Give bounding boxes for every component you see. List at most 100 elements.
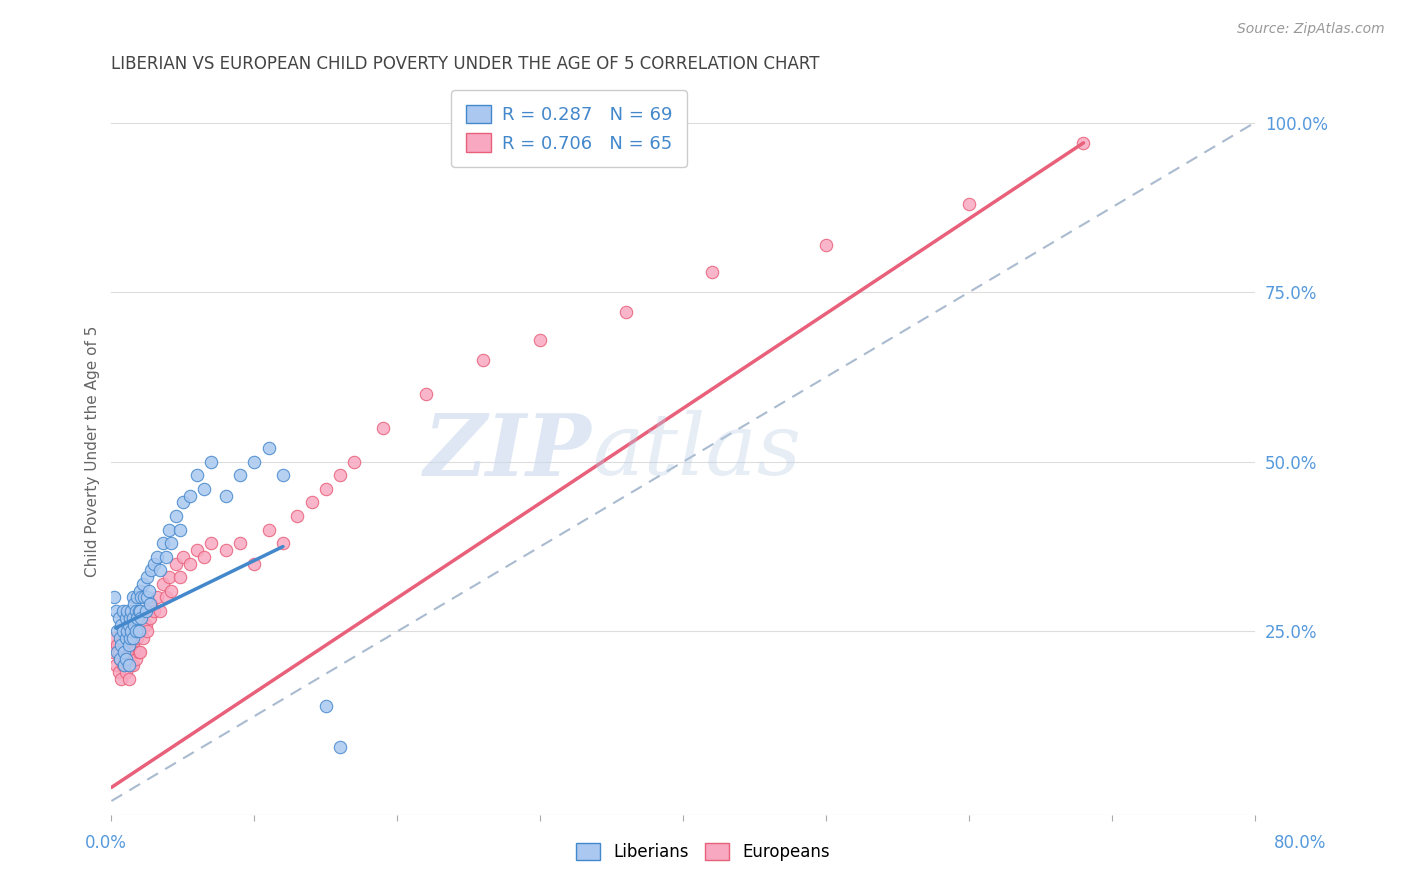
Point (165, 509, 187, 524)
Point (315, 482, 337, 496)
Point (149, 563, 172, 577)
Point (124, 597, 146, 611)
Point (121, 611, 143, 625)
Point (157, 570, 180, 584)
Point (112, 638, 135, 652)
Point (124, 617, 146, 632)
Point (315, 698, 337, 713)
Point (529, 333, 551, 347)
Point (129, 583, 152, 598)
Point (215, 489, 238, 503)
Point (124, 645, 146, 659)
Point (329, 468, 352, 483)
Point (134, 591, 156, 605)
Point (160, 536, 183, 550)
Point (132, 577, 155, 591)
Point (285, 509, 308, 524)
Y-axis label: Child Poverty Under the Age of 5: Child Poverty Under the Age of 5 (86, 326, 100, 577)
Point (257, 441, 280, 455)
Point (117, 617, 139, 632)
Point (105, 624, 128, 639)
Point (169, 523, 191, 537)
Point (104, 604, 127, 618)
Point (160, 583, 183, 598)
Point (186, 468, 208, 483)
Point (115, 645, 138, 659)
Point (107, 645, 129, 659)
Point (108, 651, 131, 665)
Point (121, 658, 143, 673)
Point (243, 455, 266, 469)
Point (112, 645, 135, 659)
Legend: R = 0.287   N = 69, R = 0.706   N = 65: R = 0.287 N = 69, R = 0.706 N = 65 (451, 90, 686, 167)
Point (111, 645, 134, 659)
Point (169, 570, 191, 584)
Text: Source: ZipAtlas.com: Source: ZipAtlas.com (1237, 22, 1385, 37)
Point (155, 591, 177, 605)
Point (121, 591, 143, 605)
Point (243, 557, 266, 571)
Point (104, 658, 127, 673)
Point (103, 631, 125, 645)
Point (127, 611, 149, 625)
Point (186, 543, 208, 558)
Point (138, 583, 160, 598)
Point (120, 658, 142, 673)
Point (815, 237, 838, 252)
Point (105, 638, 128, 652)
Text: 80.0%: 80.0% (1274, 834, 1327, 852)
Point (614, 305, 637, 319)
Point (136, 570, 159, 584)
Point (128, 624, 150, 639)
Point (107, 665, 129, 679)
Point (146, 591, 169, 605)
Point (136, 624, 159, 639)
Point (115, 624, 138, 639)
Point (125, 624, 148, 639)
Point (371, 421, 394, 435)
Point (135, 604, 157, 618)
Point (125, 604, 148, 618)
Point (146, 549, 169, 564)
Point (143, 557, 166, 571)
Text: 0.0%: 0.0% (84, 834, 127, 852)
Point (143, 604, 166, 618)
Point (111, 658, 134, 673)
Point (129, 604, 152, 618)
Point (112, 658, 135, 673)
Point (107, 611, 129, 625)
Point (132, 631, 155, 645)
Legend: Liberians, Europeans: Liberians, Europeans (569, 836, 837, 868)
Point (128, 604, 150, 618)
Text: LIBERIAN VS EUROPEAN CHILD POVERTY UNDER THE AGE OF 5 CORRELATION CHART: LIBERIAN VS EUROPEAN CHILD POVERTY UNDER… (111, 55, 820, 73)
Point (139, 597, 162, 611)
Point (301, 495, 323, 509)
Point (215, 543, 238, 558)
Point (125, 651, 148, 665)
Point (117, 658, 139, 673)
Point (110, 617, 132, 632)
Point (136, 591, 159, 605)
Point (329, 739, 352, 754)
Point (271, 468, 294, 483)
Point (110, 638, 132, 652)
Point (229, 468, 252, 483)
Point (114, 611, 136, 625)
Point (117, 638, 139, 652)
Point (114, 631, 136, 645)
Point (121, 638, 143, 652)
Point (257, 523, 280, 537)
Point (110, 672, 132, 686)
Point (127, 631, 149, 645)
Point (957, 197, 980, 211)
Point (139, 611, 162, 625)
Point (105, 645, 128, 659)
Text: atlas: atlas (592, 410, 801, 493)
Point (152, 577, 174, 591)
Point (200, 455, 222, 469)
Point (700, 265, 723, 279)
Point (179, 489, 201, 503)
Point (193, 549, 215, 564)
Point (472, 353, 495, 368)
Point (271, 536, 294, 550)
